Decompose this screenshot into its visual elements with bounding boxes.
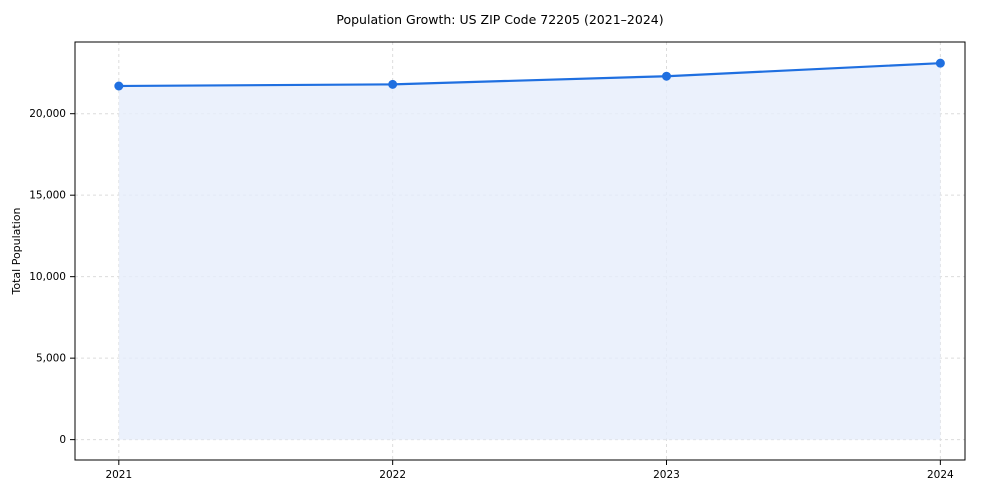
data-line [117,62,942,88]
plot-area: 0 5,000 10,000 15,000 20,000 2021 2022 2023 2024 [29,41,966,481]
area-fill [118,63,941,440]
y-tick-label: 10,000 [29,271,66,283]
data-point-marker [662,71,672,81]
y-tick-label: 0 [59,434,66,446]
x-tick-label: 2021 [105,469,132,481]
y-tick-label: 5,000 [36,353,66,365]
y-tick-label: 20,000 [29,108,66,120]
data-point-marker [114,81,124,91]
x-tick-label: 2024 [927,469,954,481]
x-tick-label: 2022 [379,469,406,481]
x-tick-label: 2023 [653,469,680,481]
data-point-marker [388,79,398,89]
plot-border [74,41,966,461]
y-tick-label: 15,000 [29,190,66,202]
data-point-marker [935,58,945,68]
chart-title: Population Growth: US ZIP Code 72205 (20… [336,12,663,27]
y-axis-label: Total Population [10,207,23,295]
